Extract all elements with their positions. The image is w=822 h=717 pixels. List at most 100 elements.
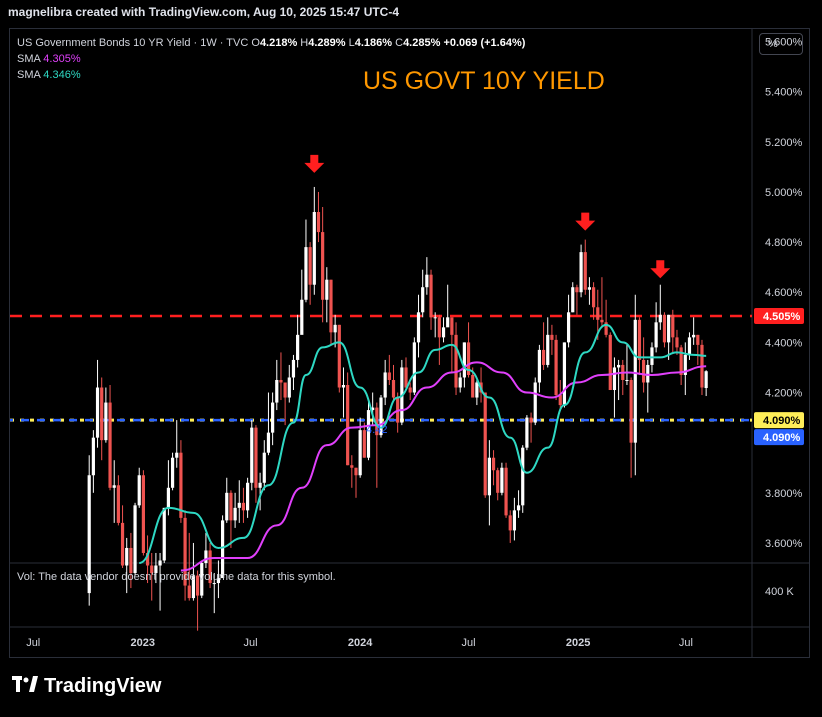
legend-ohlc-key: H [297,37,309,49]
candle-body [341,385,346,388]
candle-body [195,575,200,596]
y-tick-label: 4.800% [765,237,803,249]
candle-body [566,312,571,343]
y-tick-label: 3.600% [765,538,803,550]
candle-body [683,354,687,375]
candle-body [179,452,183,518]
support-yellow-price-label-bg [754,412,804,429]
legend-ohlc-key: L [345,37,355,49]
candle-body [237,502,241,508]
candle-body [254,427,258,488]
legend-ohlc-key: C [392,37,404,49]
candle-body [296,334,300,360]
candle-body [108,402,112,488]
candle-body [225,492,229,521]
sma-long-line[interactable] [180,361,707,572]
candle-body [450,317,454,335]
arrow-down-icon[interactable] [575,212,596,231]
candle-body [504,467,508,516]
candle-body [633,319,637,443]
legend-symbol: US Government Bonds 10 YR Yield · 1W · T… [17,37,249,49]
candle-body [312,212,316,285]
candle-body [321,232,325,300]
sma-short-line[interactable] [138,323,707,564]
resistance-price-label-bg [754,308,804,325]
candle-body [617,364,621,368]
percent-scale-button[interactable]: % [759,33,803,55]
candle-body [358,430,362,476]
sma2-label: SMA [17,69,41,81]
candle-body [425,274,429,288]
y-tick-label: 5.200% [765,137,803,149]
candle-body [516,505,521,511]
legend-change: +0.069 (+1.64%) [443,37,526,49]
arrow-down-icon[interactable] [650,260,671,279]
candle-body [671,314,675,338]
candle-body [512,510,516,531]
candle-body [558,395,562,406]
candle-body [371,407,375,411]
candle-body [433,317,437,319]
x-tick-label: Jul [244,637,258,649]
y-tick-label: 4.400% [765,337,803,349]
candle-body [91,437,95,476]
volume-note: Vol: The data vendor doesn't provide vol… [17,571,336,583]
candle-body [250,427,254,483]
x-tick-label: 2023 [131,637,155,649]
candle-body [667,314,671,343]
tradingview-logo-text: TradingView [44,675,162,697]
candle-body [300,299,304,335]
candle-body [562,342,567,406]
candle-body [679,347,683,375]
candle-body [654,322,658,348]
candle-body [325,279,329,300]
legend-sma1-row[interactable]: SMA 4.305% [17,51,525,67]
candle-body [608,334,612,391]
candle-body [604,322,608,335]
candle-body [658,314,662,323]
candle-body [591,287,596,308]
arrow-down-icon[interactable] [304,154,325,173]
candle-body [554,339,558,396]
candle-body [412,342,416,393]
x-tick-label: Jul [462,637,476,649]
line-annotation-label: 4.42 [366,424,387,436]
candle-body [233,507,237,521]
candle-body [637,319,642,360]
x-tick-label: 2024 [348,637,373,649]
candle-body [95,387,100,438]
candle-body [483,392,487,496]
support-blue-price-label: 4.090% [763,432,801,444]
legend-sma2-row[interactable]: SMA 4.346% [17,67,525,83]
candle-body [283,382,287,398]
y-tick-label: 3.800% [765,488,803,500]
candle-body [204,550,208,563]
candle-body [266,432,271,453]
chart-caption: magnelibra created with TradingView.com,… [8,5,400,19]
sma2-value: 4.346% [43,69,81,81]
candle-body [692,334,696,338]
y-tick-label: 5.000% [765,187,803,199]
chart-legend[interactable]: US Government Bonds 10 YR Yield · 1W · T… [17,35,525,83]
candle-body [441,327,446,338]
legend-symbol-row: US Government Bonds 10 YR Yield · 1W · T… [17,35,525,51]
candle-body [337,324,341,388]
candle-body [704,371,708,389]
candle-body [150,565,154,574]
candle-body [471,374,475,398]
resistance-price-label: 4.505% [763,311,801,323]
candle-body [525,417,529,448]
candle-body [208,550,212,584]
tradingview-logo[interactable]: TradingView [12,675,161,698]
candle-body [170,457,175,488]
candle-body [642,359,646,383]
candle-body [141,475,145,553]
candle-body [421,287,425,313]
support-blue-price-label-bg [754,429,804,446]
candle-body [346,385,350,466]
candle-body [154,565,158,574]
candle-body [387,372,391,380]
candle-body [183,517,187,586]
candle-body [145,552,150,566]
